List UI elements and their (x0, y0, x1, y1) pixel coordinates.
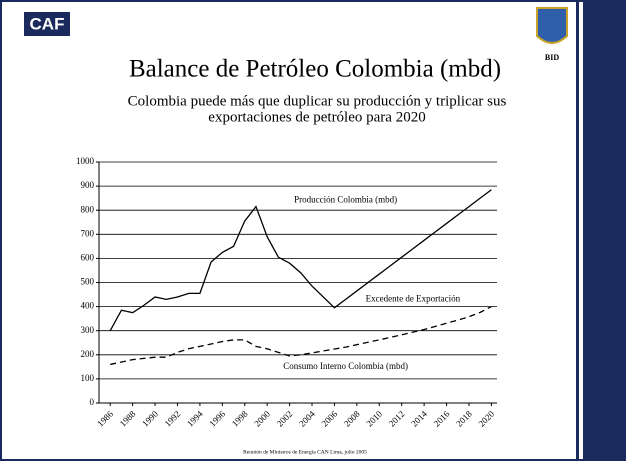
line-series (110, 306, 492, 366)
annotation: Excedente de Exportación (366, 293, 461, 303)
annotation: Consumo Interno Colombia (mbd) (283, 361, 408, 371)
y-tick-label: 500 (81, 277, 95, 287)
y-tick-label: 700 (81, 228, 95, 238)
annotation-background (363, 292, 463, 305)
caf-logo (24, 12, 70, 36)
chart-title: Balance de Petróleo Colombia (mbd) (129, 56, 501, 83)
y-tick-label: 300 (81, 325, 95, 335)
side-band (583, 0, 626, 461)
annotation-background (292, 193, 400, 206)
y-tick-label: 800 (81, 204, 95, 214)
y-tick-label: 400 (81, 301, 95, 311)
subtitle-line: Colombia puede más que duplicar su produ… (128, 93, 507, 109)
y-tick-label: 600 (81, 252, 95, 262)
caf-logo-text: CAF (30, 14, 65, 33)
y-tick-label: 900 (81, 180, 95, 190)
y-tick-label: 200 (81, 349, 95, 359)
y-tick-label: 0 (90, 397, 95, 407)
line-series (109, 189, 492, 332)
y-tick-label: 1000 (76, 156, 95, 166)
side-stripe (576, 0, 579, 461)
footer: Reunión de Ministros de Energía CAN Lima… (243, 449, 367, 455)
bid-logo (536, 7, 568, 44)
annotation: Producción Colombia (mbd) (294, 195, 397, 205)
bid-logo-text: BID (545, 53, 559, 62)
annotation-background (281, 359, 411, 372)
y-tick-label: 100 (81, 373, 95, 383)
subtitle-line: exportaciones de petróleo para 2020 (208, 109, 425, 125)
